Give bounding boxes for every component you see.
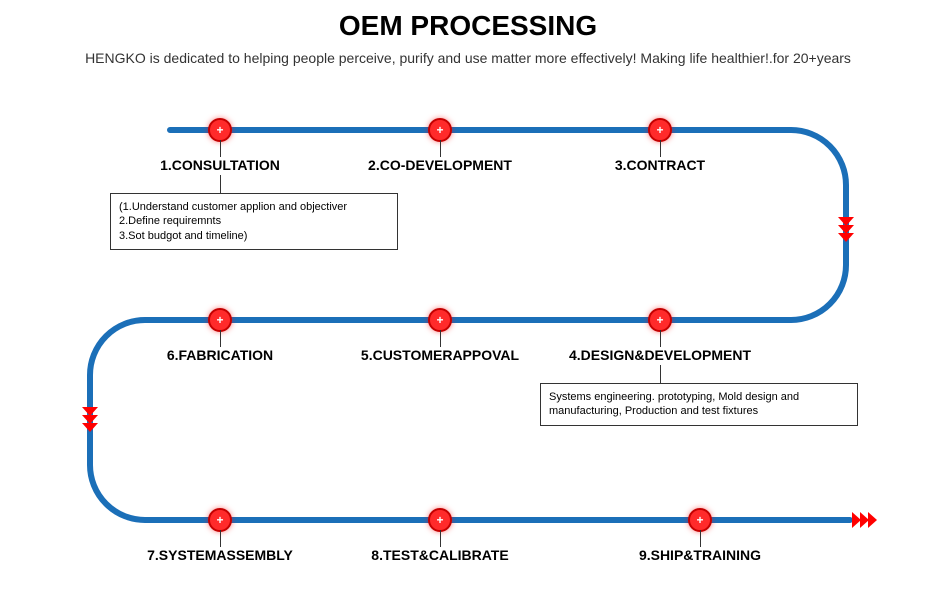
step-label: 9.SHIP&TRAINING xyxy=(639,547,761,563)
step-connector xyxy=(660,330,661,347)
step-label: 4.DESIGN&DEVELOPMENT xyxy=(569,347,751,363)
step-node: + xyxy=(208,308,232,332)
step-label: 6.FABRICATION xyxy=(167,347,273,363)
flow-path-svg xyxy=(0,10,936,610)
step-label: 1.CONSULTATION xyxy=(160,157,280,173)
step-connector xyxy=(440,530,441,547)
step-label: 8.TEST&CALIBRATE xyxy=(371,547,508,563)
step-connector xyxy=(440,140,441,157)
desc-connector xyxy=(220,175,221,193)
step-node: + xyxy=(688,508,712,532)
step-label: 3.CONTRACT xyxy=(615,157,705,173)
step-description: (1.Understand customer applion and objec… xyxy=(110,193,398,250)
step-node: + xyxy=(208,508,232,532)
step-label: 7.SYSTEMASSEMBLY xyxy=(147,547,293,563)
desc-connector xyxy=(660,365,661,383)
step-connector xyxy=(220,330,221,347)
step-node: + xyxy=(648,308,672,332)
step-node: + xyxy=(648,118,672,142)
step-connector xyxy=(660,140,661,157)
step-node: + xyxy=(428,118,452,142)
step-connector xyxy=(220,530,221,547)
step-label: 2.CO-DEVELOPMENT xyxy=(368,157,512,173)
step-connector xyxy=(220,140,221,157)
step-node: + xyxy=(428,308,452,332)
step-node: + xyxy=(208,118,232,142)
step-connector xyxy=(700,530,701,547)
step-label: 5.CUSTOMERAPPOVAL xyxy=(361,347,519,363)
step-description: Systems engineering. prototyping, Mold d… xyxy=(540,383,858,426)
step-connector xyxy=(440,330,441,347)
step-node: + xyxy=(428,508,452,532)
